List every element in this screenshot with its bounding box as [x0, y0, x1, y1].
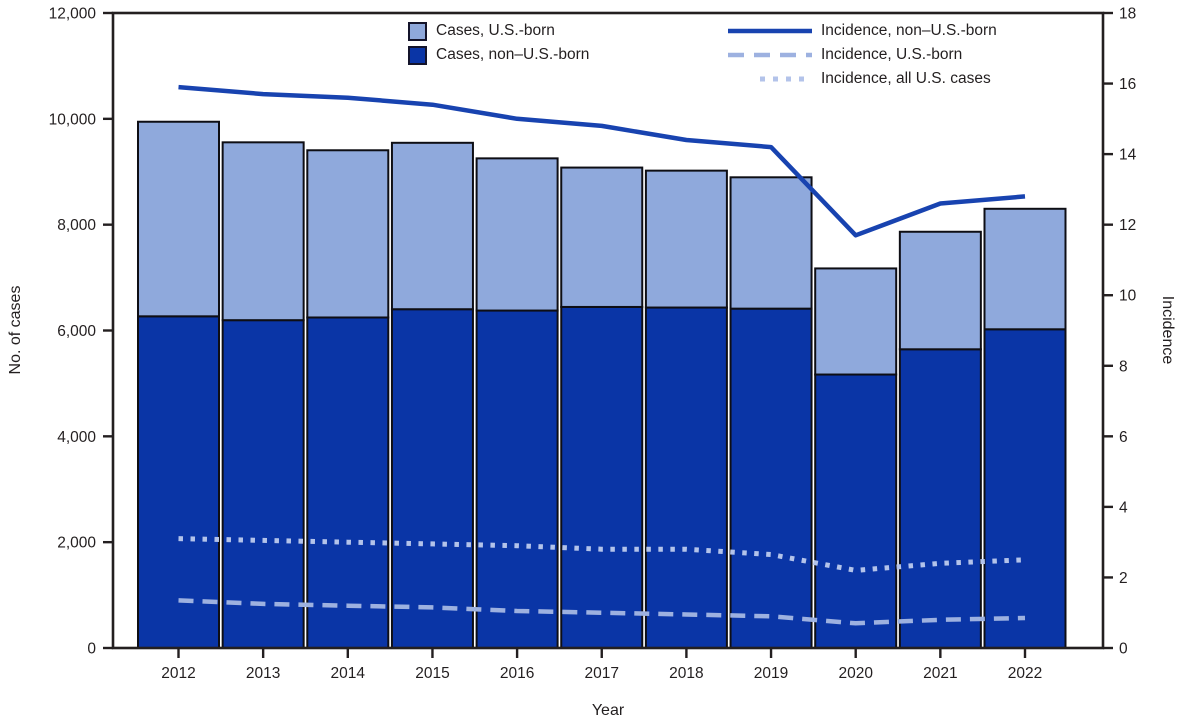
bar-us-born-2020: [814, 267, 898, 376]
left-axis-tick-label: 12,000: [49, 6, 97, 23]
legend-label-cases-us-born: Cases, U.S.-born: [436, 22, 555, 39]
bar-non-us-born-2016: [475, 309, 559, 649]
x-axis-title: Year: [591, 702, 625, 719]
x-axis-tick-label-2018: 2018: [669, 665, 703, 682]
left-axis-tick-label: 6,000: [57, 323, 96, 340]
bar-non-us-born-2014: [306, 316, 390, 649]
bar-non-us-born-2020: [814, 373, 898, 649]
bar-us-born-2013: [221, 141, 305, 322]
x-axis-tick-label-2012: 2012: [161, 665, 195, 682]
bar-us-born-2015: [390, 141, 474, 311]
right-axis-tick-label: 8: [1119, 358, 1128, 375]
line-dashed-incidence: [178, 598, 1026, 626]
x-axis-tick-label-2019: 2019: [754, 665, 788, 682]
legend-label-incidence-us-born: Incidence, U.S.-born: [821, 46, 963, 63]
right-axis-tick-label: 6: [1119, 429, 1128, 446]
x-axis-tick-label-2016: 2016: [500, 665, 534, 682]
legend-label-incidence-non-us-born: Incidence, non–U.S.-born: [821, 22, 997, 39]
bar-non-us-born-2017: [560, 305, 644, 649]
dashed-line-sample-icon: [728, 52, 812, 58]
x-axis-tick-label-2013: 2013: [246, 665, 280, 682]
legend-label-incidence-all-us-cases: Incidence, all U.S. cases: [821, 70, 991, 87]
right-axis-title: Incidence: [1159, 295, 1176, 365]
line-dotted-incidence: [178, 536, 1026, 573]
right-axis-tick-label: 14: [1119, 147, 1137, 164]
bar-us-born-2019: [729, 176, 813, 310]
dotted-line-sample-icon: [760, 76, 808, 82]
left-axis-tick-label: 10,000: [49, 111, 97, 128]
x-axis-tick-label-2020: 2020: [838, 665, 873, 682]
right-axis-tick-label: 16: [1119, 76, 1136, 93]
bar-us-born-2016: [475, 157, 559, 312]
bar-non-us-born-2018: [644, 306, 728, 649]
bar-us-born-2012: [137, 120, 220, 318]
legend-item-incidence-us-born: Incidence, U.S.-born: [728, 43, 997, 67]
legend-item-incidence-non-us-born: Incidence, non–U.S.-born: [728, 19, 997, 43]
right-axis-tick-label: 10: [1119, 288, 1137, 305]
bar-non-us-born-2019: [729, 307, 813, 649]
bar-us-born-2017: [560, 166, 644, 308]
x-axis-tick-label-2021: 2021: [923, 665, 957, 682]
bar-us-born-2021: [898, 230, 982, 351]
left-axis-tick-label: 4,000: [57, 429, 96, 446]
cases-us-born-swatch-icon: [408, 21, 427, 41]
left-axis-title: No. of cases: [7, 285, 24, 375]
right-axis-tick-label: 0: [1119, 641, 1128, 658]
right-axis-tick-label: 2: [1119, 570, 1128, 587]
x-axis-tick-label-2022: 2022: [1008, 665, 1042, 682]
bar-non-us-born-2015: [390, 308, 474, 649]
legend-label-cases-non-us-born: Cases, non–U.S.-born: [436, 46, 590, 63]
line-solid-incidence: [178, 84, 1026, 238]
x-axis-tick-label-2014: 2014: [331, 665, 366, 682]
bar-us-born-2014: [306, 149, 390, 319]
right-axis-tick-label: 18: [1119, 6, 1136, 23]
solid-line-sample-icon: [728, 28, 812, 34]
cases-non-us-born-swatch-icon: [408, 45, 427, 65]
bar-non-us-born-2012: [137, 315, 220, 649]
right-axis-tick-label: 12: [1119, 217, 1136, 234]
legend-item-cases-us-born: Cases, U.S.-born: [408, 19, 589, 43]
legend-bar-column: Cases, U.S.-born Cases, non–U.S.-born: [408, 19, 589, 67]
bar-us-born-2022: [983, 207, 1067, 331]
x-axis-tick-label-2017: 2017: [585, 665, 619, 682]
bar-non-us-born-2013: [221, 319, 305, 649]
right-axis-tick-label: 4: [1119, 499, 1128, 516]
legend-item-incidence-all-us-cases: Incidence, all U.S. cases: [728, 67, 997, 91]
legend-item-cases-non-us-born: Cases, non–U.S.-born: [408, 43, 589, 67]
x-axis-tick-label-2015: 2015: [415, 665, 449, 682]
left-axis-tick-label: 0: [87, 641, 96, 658]
left-axis-tick-label: 8,000: [57, 217, 96, 234]
left-axis-tick-label: 2,000: [57, 535, 96, 552]
bar-us-born-2018: [644, 169, 728, 309]
bar-non-us-born-2022: [983, 328, 1067, 649]
bar-non-us-born-2021: [898, 348, 982, 649]
legend-line-column: Incidence, non–U.S.-born Incidence, U.S.…: [728, 19, 997, 91]
